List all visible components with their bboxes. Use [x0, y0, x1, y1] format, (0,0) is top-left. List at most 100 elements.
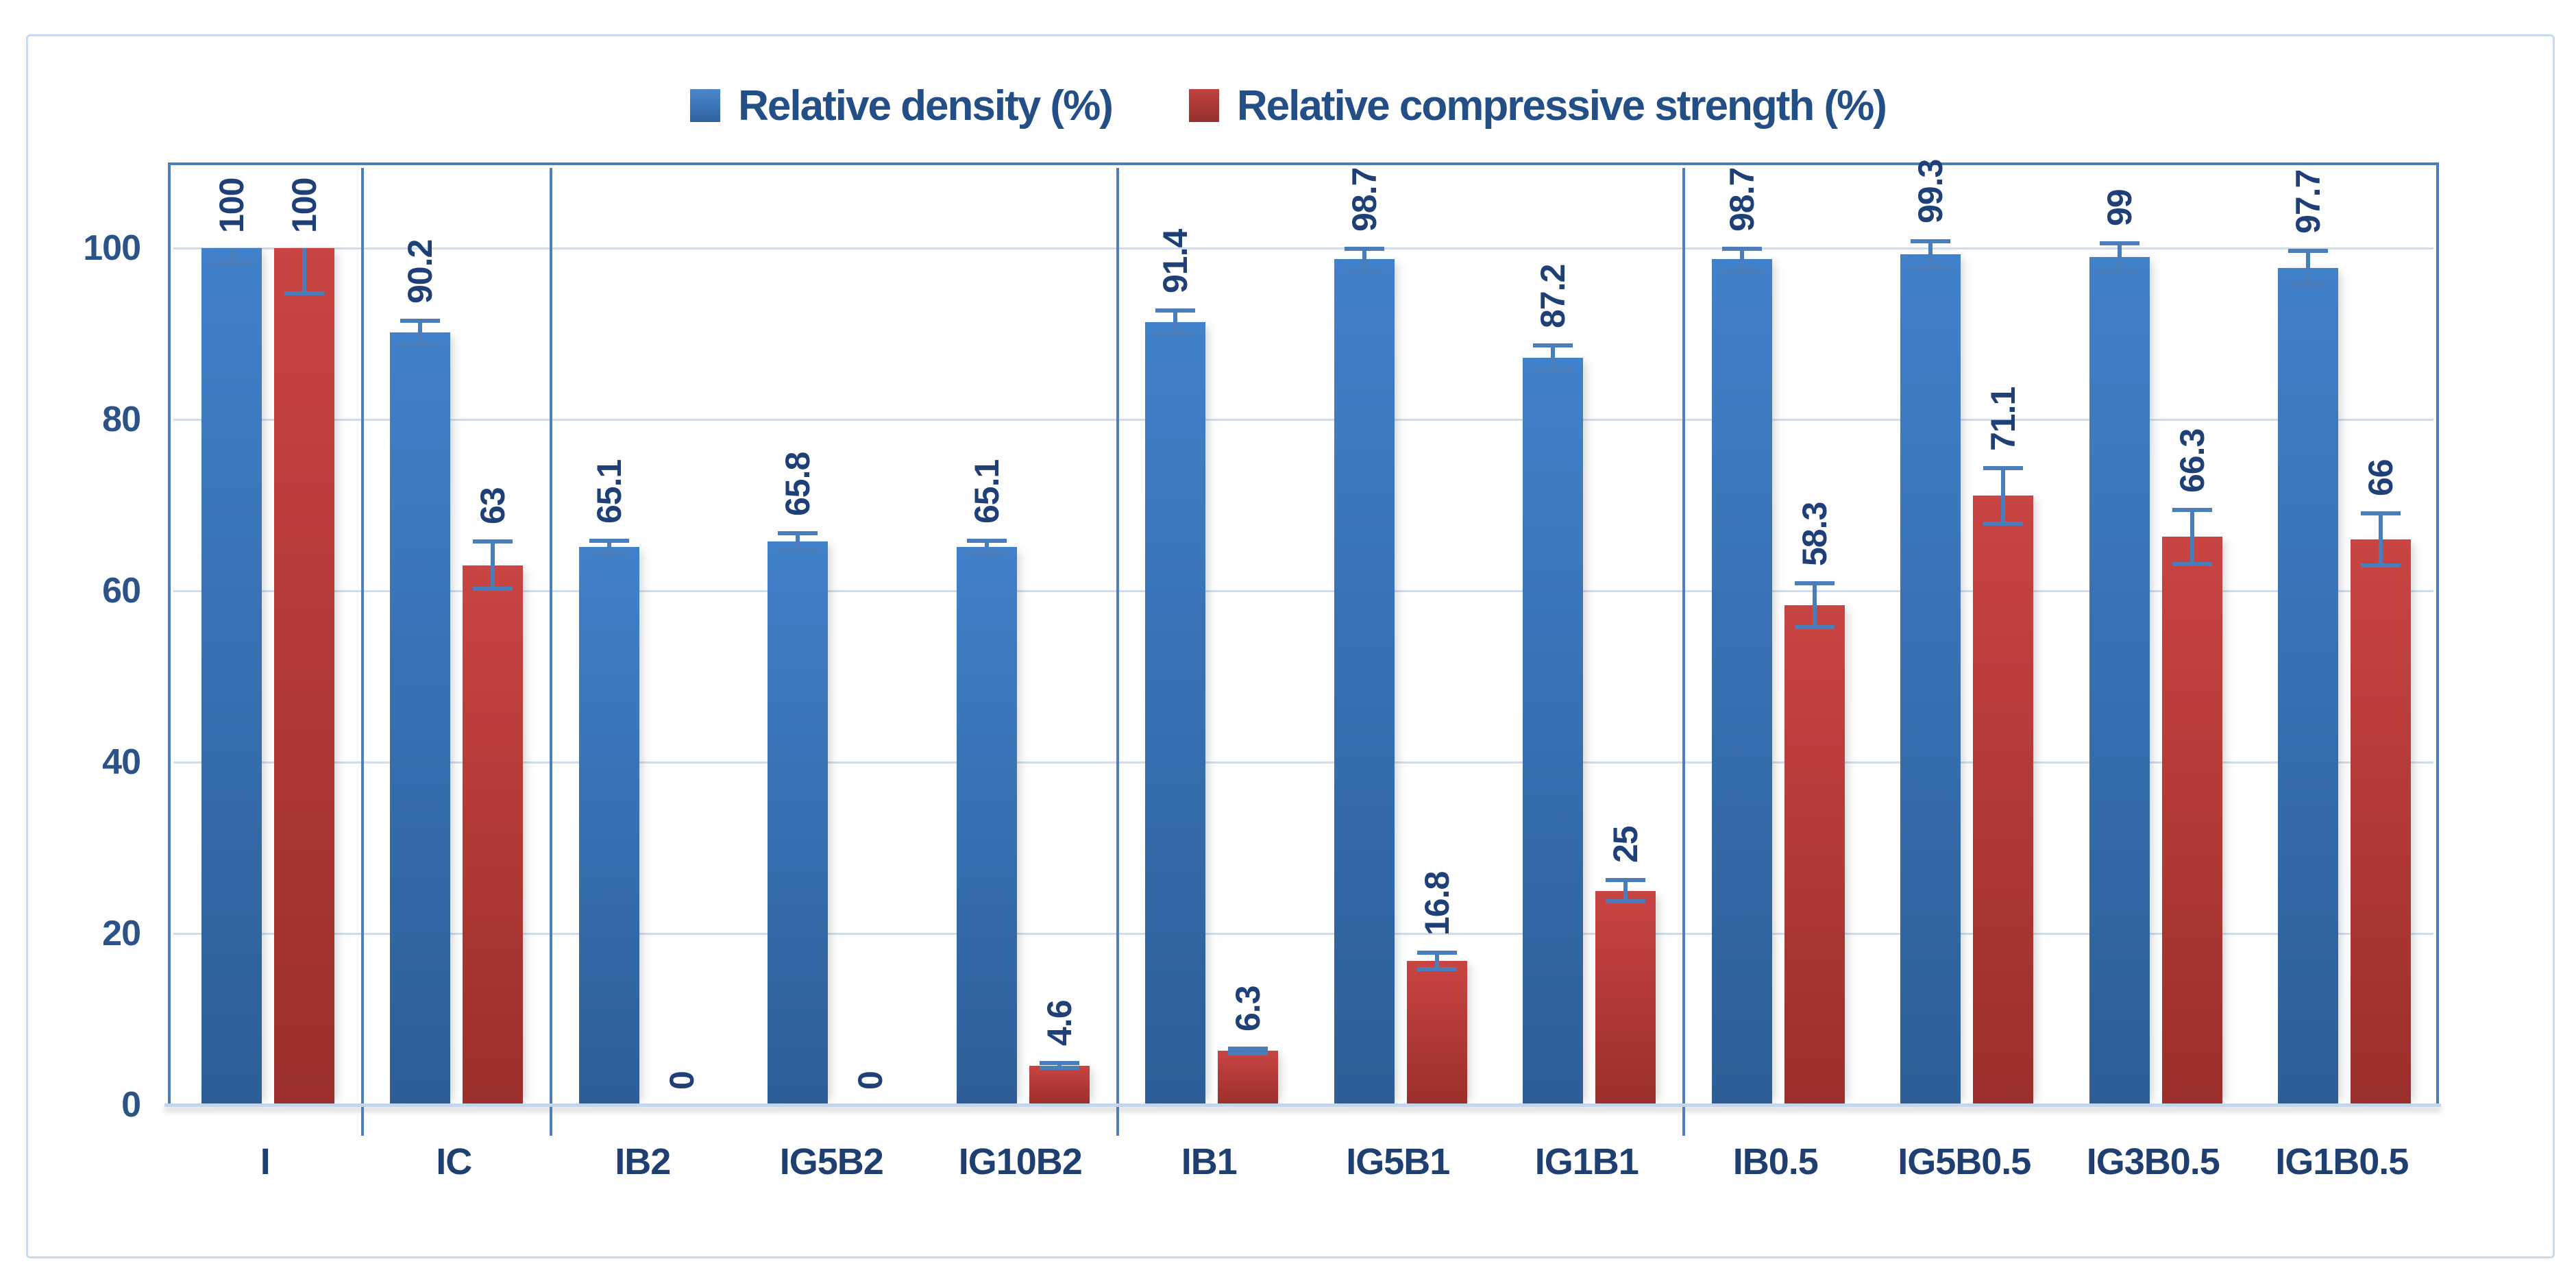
bar-blue-IG1B0_5 [2278, 267, 2339, 1105]
value-label-red-IB1: 6.3 [1229, 986, 1268, 1032]
bar-blue-IB2 [578, 547, 639, 1105]
bar-red-IB1 [1218, 1051, 1279, 1105]
category-label-IG3B0_5: IG3B0.5 [2086, 1141, 2220, 1182]
error-bar-cap-top [1416, 951, 1457, 955]
error-bar-line [606, 538, 611, 556]
y-tick-40: 40 [102, 742, 141, 782]
value-label-red-IG1B0_5: 66 [2362, 459, 2401, 496]
error-bar-line [1812, 581, 1817, 630]
error-bar-line [984, 538, 989, 556]
error-bar-line [1246, 1047, 1251, 1056]
error-bar-cap-bottom [1416, 967, 1457, 972]
error-bar-red-IG3B0_5 [2172, 507, 2212, 566]
legend-label-relative-density: Relative density (%) [738, 82, 1114, 130]
y-tick-80: 80 [102, 400, 141, 439]
error-bar-blue-IB2 [589, 538, 629, 556]
y-tick-60: 60 [102, 571, 141, 611]
error-bar-line [1057, 1061, 1062, 1070]
value-label-red-IG5B1: 16.8 [1417, 871, 1456, 936]
error-bar-cap-top [1155, 308, 1196, 313]
error-bar-cap-top [1721, 246, 1762, 251]
category-label-IG5B2: IG5B2 [779, 1141, 884, 1182]
error-bar-line [796, 530, 800, 552]
bar-red-IG1B0_5 [2351, 539, 2412, 1105]
value-label-blue-IG1B0_5: 97.7 [2289, 170, 2328, 234]
bar-blue-IG5B1 [1334, 259, 1395, 1105]
error-bar-line [2189, 507, 2194, 566]
y-tick-20: 20 [102, 914, 141, 953]
error-bar-line [1173, 308, 1178, 336]
error-bar-blue-IB1 [1155, 308, 1196, 336]
group-divider-after-I [360, 168, 364, 1136]
error-bar-cap-bottom [2172, 561, 2212, 566]
value-label-red-IB0_5: 58.3 [1795, 502, 1834, 567]
category-label-IG5B1: IG5B1 [1346, 1141, 1450, 1182]
legend-label-relative-compressive-strength: Relative compressive strength (%) [1236, 82, 1887, 130]
bar-red-IG5B0_5 [1973, 496, 2034, 1105]
error-bar-cap-bottom [1794, 625, 1835, 630]
legend: Relative density (%) Relative compressiv… [0, 80, 2576, 132]
group-divider-after-IC [550, 168, 552, 1136]
error-bar-cap-top [1983, 465, 2024, 470]
value-label-blue-IG5B1: 98.7 [1345, 167, 1384, 232]
value-label-red-I: 100 [284, 178, 323, 234]
error-bar-blue-IG5B2 [778, 530, 818, 552]
legend-item-relative-compressive-strength: Relative compressive strength (%) [1188, 82, 1887, 130]
error-bar-cap-bottom [966, 551, 1007, 556]
y-tick-100: 100 [83, 228, 141, 268]
error-bar-cap-bottom [1721, 268, 1762, 273]
error-bar-line [1362, 246, 1366, 273]
error-bar-cap-bottom [2361, 563, 2401, 568]
gridline-40 [173, 761, 2433, 764]
bar-blue-IB0_5 [1711, 259, 1772, 1105]
error-bar-cap-top [2361, 511, 2401, 515]
bar-red-IG3B0_5 [2161, 537, 2222, 1105]
error-bar-red-IG10B2 [1039, 1061, 1079, 1070]
category-label-IG5B0_5: IG5B0.5 [1898, 1141, 2031, 1182]
error-bar-cap-top [1228, 1047, 1268, 1051]
error-bar-cap-top [589, 538, 629, 543]
y-tick-0: 0 [121, 1085, 141, 1125]
value-label-blue-I: 100 [212, 178, 251, 234]
bar-blue-IG5B0_5 [1900, 254, 1961, 1105]
gridline-20 [173, 932, 2433, 935]
bar-red-IG5B1 [1406, 961, 1467, 1105]
plot-area: 100 100 90.2 63 65.1 0 65.8 0 65.1 4.6 91.4 6.3 98.7… [168, 160, 2439, 1136]
error-bar-cap-bottom [400, 341, 441, 346]
error-bar-cap-bottom [1155, 331, 1196, 336]
value-label-blue-IG1B1: 87.2 [1534, 264, 1573, 328]
bar-blue-IG5B2 [768, 541, 829, 1105]
value-label-red-IG10B2: 4.6 [1040, 1000, 1079, 1047]
bar-blue-I [201, 248, 262, 1105]
error-bar-red-IG5B0_5 [1983, 465, 2024, 526]
bar-red-IG10B2 [1029, 1065, 1090, 1105]
category-label-IG1B1: IG1B1 [1534, 1141, 1639, 1182]
legend-blue-square-icon [690, 89, 721, 122]
error-bar-line [2306, 249, 2311, 287]
error-bar-blue-IG5B1 [1344, 246, 1384, 273]
error-bar-cap-top [400, 318, 441, 323]
error-bar-blue-I [211, 248, 252, 266]
error-bar-line [1551, 343, 1556, 373]
error-bar-cap-bottom [473, 587, 513, 591]
category-label-IC: IC [436, 1141, 472, 1182]
error-bar-red-IG1B1 [1606, 877, 1646, 904]
error-bar-cap-bottom [1228, 1051, 1268, 1056]
error-bar-cap-top [473, 539, 513, 544]
gridline-60 [173, 589, 2433, 592]
error-bar-blue-IC [400, 318, 441, 346]
error-bar-red-IB1 [1228, 1047, 1268, 1056]
category-label-IG1B0_5: IG1B0.5 [2275, 1141, 2409, 1182]
value-label-red-IB2: 0 [662, 1071, 701, 1090]
bar-blue-IB1 [1145, 321, 1206, 1105]
error-bar-cap-top [2288, 249, 2329, 254]
error-bar-cap-top [2099, 241, 2139, 246]
legend-item-relative-density: Relative density (%) [690, 82, 1114, 130]
error-bar-line [1739, 246, 1744, 273]
bar-blue-IG1B1 [1523, 358, 1584, 1105]
category-label-IB0_5: IB0.5 [1732, 1141, 1819, 1182]
value-label-blue-IG5B0_5: 99.3 [1911, 160, 1950, 224]
value-label-red-IG1B1: 25 [1606, 826, 1645, 863]
error-bar-cap-bottom [1039, 1065, 1079, 1070]
